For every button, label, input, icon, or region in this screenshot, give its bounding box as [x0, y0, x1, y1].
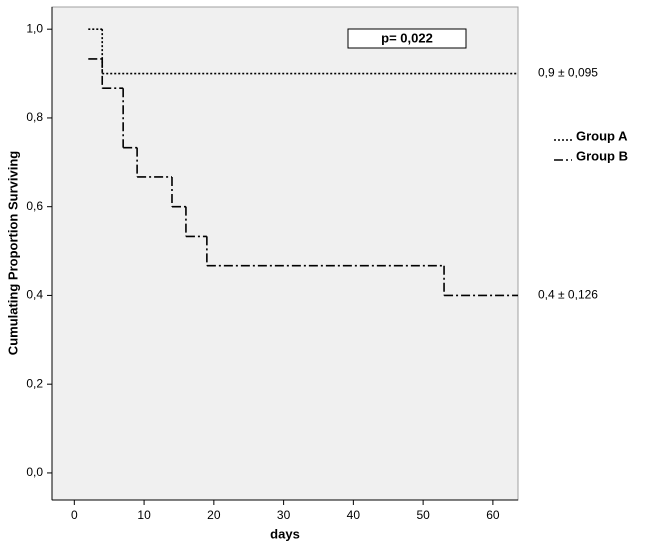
y-tick-label: 0,8 — [26, 110, 43, 124]
x-tick-label: 50 — [416, 508, 430, 522]
legend-label: Group B — [576, 148, 628, 163]
y-tick-label: 1,0 — [26, 21, 43, 35]
p-value-box — [347, 28, 467, 49]
y-tick-label: 0,6 — [26, 199, 43, 213]
legend-label: Group A — [576, 128, 628, 143]
x-tick-label: 20 — [207, 508, 221, 522]
plot-area — [51, 6, 519, 501]
x-tick-label: 60 — [486, 508, 500, 522]
x-tick-label: 40 — [347, 508, 361, 522]
x-axis-label: days — [270, 526, 300, 541]
p-value: p= 0,022 — [381, 30, 433, 45]
x-tick-label: 30 — [277, 508, 291, 522]
x-tick-label: 0 — [71, 508, 78, 522]
annotation: 0,4 ± 0,126 — [538, 288, 598, 302]
y-tick-label: 0,4 — [26, 288, 43, 302]
x-tick-label: 10 — [137, 508, 151, 522]
y-tick-label: 0,0 — [26, 465, 43, 479]
y-axis-label: Cumulating Proportion Surviving — [5, 151, 20, 355]
annotation: 0,9 ± 0,095 — [538, 66, 598, 80]
y-tick-label: 0,2 — [26, 376, 43, 390]
